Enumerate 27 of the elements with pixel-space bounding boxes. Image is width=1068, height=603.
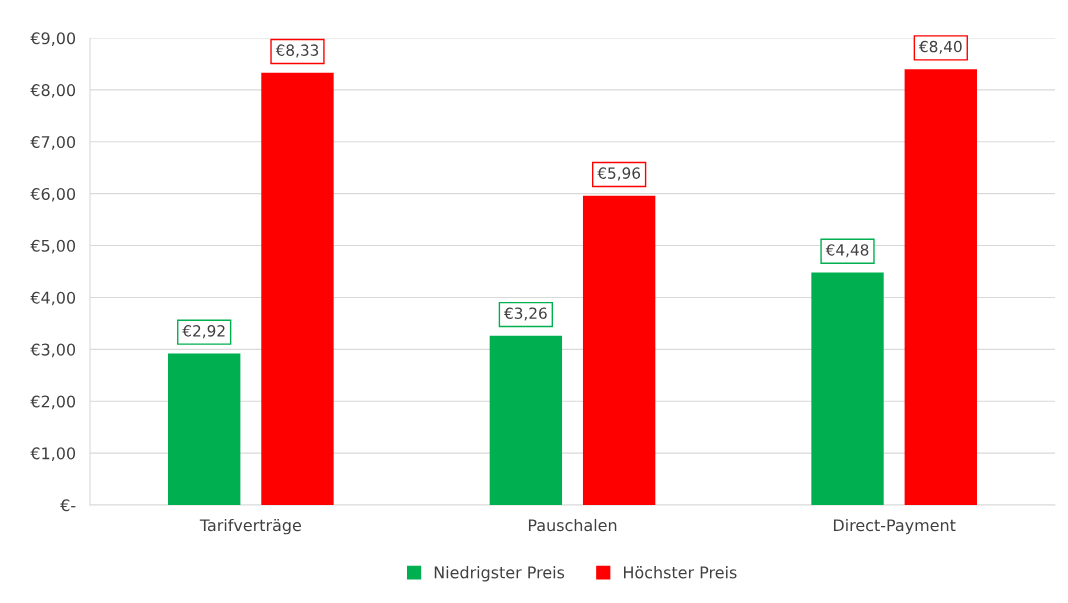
bar: [489, 335, 563, 505]
y-tick-label: €8,00: [30, 84, 76, 98]
y-tick-label: €-: [60, 499, 76, 512]
bar: [261, 72, 334, 505]
y-tick-label: €7,00: [30, 135, 76, 150]
x-tick-label: Direct-Payment: [833, 518, 956, 535]
legend-label: Höchster Preis: [624, 566, 737, 579]
y-tick-label: €6,00: [30, 187, 76, 202]
bar: [904, 69, 977, 505]
data-label: €4,48: [825, 244, 869, 258]
y-tick-label: €3,00: [30, 343, 76, 358]
bar: [811, 272, 884, 505]
x-tick-label: Pauschalen: [528, 518, 617, 532]
bar: [582, 195, 656, 505]
data-label: €8,33: [275, 44, 319, 58]
data-label: €3,26: [503, 307, 547, 321]
legend-label: Niedrigster Preis: [434, 566, 565, 582]
y-tick-label: €1,00: [30, 447, 76, 462]
y-tick-label: €4,00: [30, 291, 76, 306]
data-label: €2,92: [182, 325, 225, 339]
y-tick-label: €2,00: [30, 395, 76, 410]
data-label: €8,40: [918, 40, 962, 54]
data-label: €5,96: [597, 167, 641, 181]
y-tick-label: €9,00: [30, 32, 76, 46]
bar: [168, 353, 241, 505]
x-tick-label: Tarifverträge: [199, 518, 301, 535]
y-tick-label: €5,00: [30, 239, 76, 254]
